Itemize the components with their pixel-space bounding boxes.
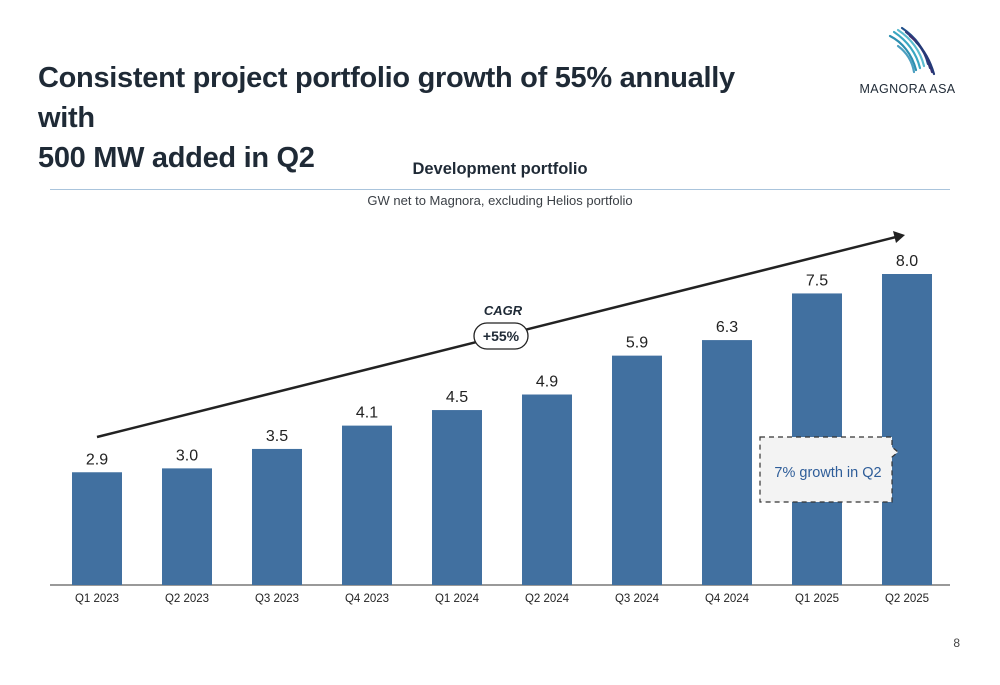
data-label: 5.9 xyxy=(626,335,648,352)
data-label: 6.3 xyxy=(716,319,738,336)
x-tick-label: Q1 2025 xyxy=(795,593,839,605)
company-logo: MAGNORA ASA xyxy=(850,24,965,104)
page-title: Consistent project portfolio growth of 5… xyxy=(38,58,798,178)
data-label: 3.0 xyxy=(176,447,198,464)
page-title-line-1: Consistent project portfolio growth of 5… xyxy=(38,62,735,134)
bar xyxy=(432,410,482,585)
x-tick-label: Q1 2023 xyxy=(75,593,119,605)
bar xyxy=(342,425,392,585)
cagr-value: +55% xyxy=(483,328,520,344)
growth-callout-text: 7% growth in Q2 xyxy=(774,465,881,481)
bar xyxy=(612,355,662,585)
cagr-label: CAGR xyxy=(484,303,523,318)
bar xyxy=(882,274,932,585)
data-label: 4.9 xyxy=(536,374,558,391)
x-tick-label: Q3 2023 xyxy=(255,593,299,605)
page-title-line-2: 500 MW added in Q2 xyxy=(38,142,315,174)
cagr-arrow-head-icon xyxy=(893,231,905,243)
data-label: 8.0 xyxy=(896,253,918,270)
data-label: 7.5 xyxy=(806,272,828,289)
data-label: 2.9 xyxy=(86,451,108,468)
x-tick-label: Q1 2024 xyxy=(435,593,480,605)
x-tick-label: Q4 2024 xyxy=(705,593,750,605)
cagr-badge xyxy=(473,322,529,350)
growth-callout-box xyxy=(759,436,899,503)
bar xyxy=(162,468,212,585)
data-label: 4.1 xyxy=(356,405,378,422)
bar xyxy=(702,340,752,585)
data-label: 4.5 xyxy=(446,389,468,406)
bar xyxy=(72,472,122,585)
bar xyxy=(522,394,572,585)
x-tick-label: Q2 2024 xyxy=(525,593,570,605)
magnora-feather-icon xyxy=(888,26,936,76)
x-tick-label: Q2 2025 xyxy=(885,593,929,605)
x-tick-label: Q2 2023 xyxy=(165,593,209,605)
logo-text: MAGNORA ASA xyxy=(859,82,956,96)
page-number: 8 xyxy=(953,636,960,650)
chart-title-divider xyxy=(50,189,950,190)
x-tick-label: Q3 2024 xyxy=(615,593,660,605)
chart-title: Development portfolio xyxy=(412,160,588,178)
bar xyxy=(252,448,302,585)
data-label: 3.5 xyxy=(266,428,288,445)
chart-subtitle: GW net to Magnora, excluding Helios port… xyxy=(367,193,633,208)
x-tick-label: Q4 2023 xyxy=(345,593,389,605)
